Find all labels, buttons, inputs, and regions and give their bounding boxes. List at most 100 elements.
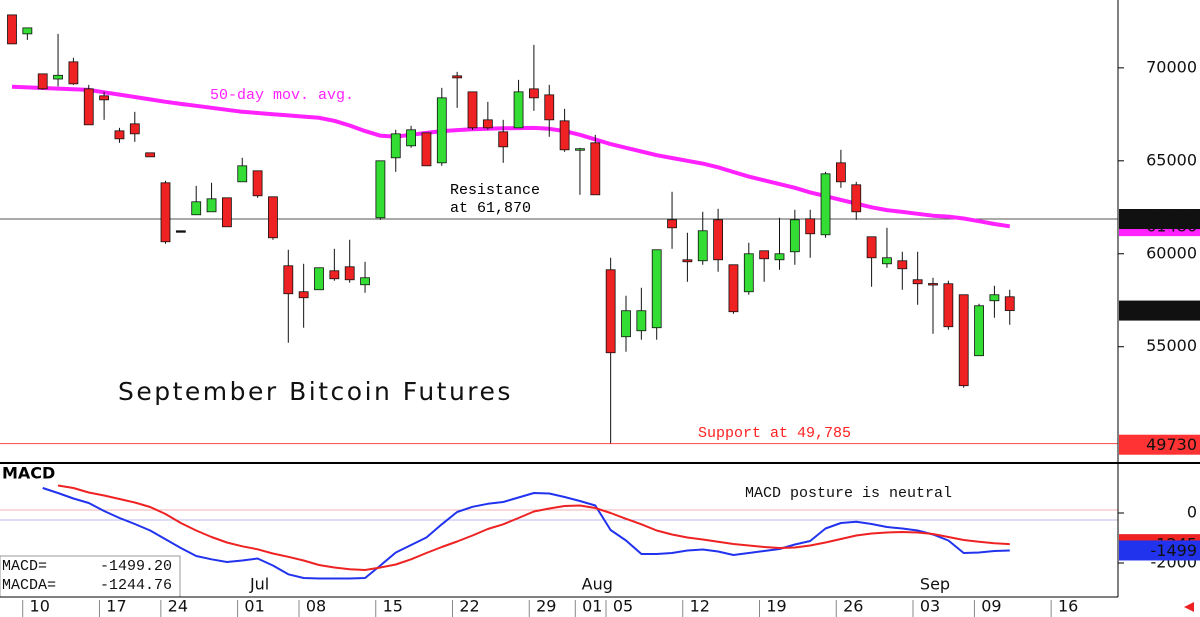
- x-tick-label: 22: [459, 597, 479, 616]
- macd-line: [42, 487, 1010, 580]
- candle-body: [943, 283, 954, 328]
- candle-body: [467, 91, 478, 129]
- candle-body: [191, 201, 202, 216]
- value-box: [1119, 300, 1200, 321]
- x-tick-label: 05: [613, 597, 633, 616]
- candle-body: [897, 260, 908, 270]
- candle-body: [68, 61, 79, 85]
- candle-body: [636, 310, 647, 332]
- candle-body: [928, 283, 938, 286]
- chart-title: September Bitcoin Futures: [118, 377, 513, 406]
- candle-body: [544, 94, 555, 121]
- y-tick-label: 65000: [1146, 150, 1197, 169]
- readout-name: MACD=: [2, 558, 47, 575]
- candle-body: [882, 257, 892, 265]
- candle-body: [314, 267, 324, 291]
- candle-body: [697, 230, 708, 262]
- value-box-label: 49730: [1146, 435, 1197, 454]
- candle-body: [621, 310, 631, 338]
- month-label: Sep: [920, 575, 950, 594]
- reference-label: at 61,870: [450, 200, 531, 217]
- candle-body: [421, 132, 432, 167]
- candle-body: [851, 184, 862, 213]
- y-tick-label: 60000: [1146, 243, 1197, 262]
- candle-body: [651, 249, 662, 329]
- value-box-label: -1499: [1151, 541, 1198, 560]
- candle-body: [53, 74, 63, 80]
- candle-body: [99, 95, 109, 101]
- candle-body: [7, 14, 17, 45]
- candle-body: [37, 73, 48, 90]
- x-tick-label: 01: [244, 597, 264, 616]
- candle-body: [406, 129, 417, 147]
- candle-body: [559, 120, 570, 151]
- x-tick-label: 12: [690, 597, 710, 616]
- x-tick-label: 03: [920, 597, 940, 616]
- candle-body: [283, 265, 294, 295]
- macd-annotation: MACD posture is neutral: [745, 485, 952, 502]
- candle-body: [605, 269, 616, 354]
- candle-body: [221, 197, 232, 228]
- candle-body: [789, 219, 800, 253]
- candle-body: [743, 253, 754, 293]
- x-tick-label: 29: [536, 597, 556, 616]
- candle-body: [836, 162, 846, 183]
- readout-value: -1499.20: [100, 558, 172, 575]
- candle-body: [498, 131, 509, 148]
- candle-body: [175, 230, 186, 233]
- candle-body: [436, 97, 447, 164]
- candle-body: [958, 294, 969, 387]
- y-tick-label: 55000: [1146, 336, 1197, 355]
- value-box: [1119, 540, 1200, 561]
- x-tick-label: 17: [106, 597, 126, 616]
- candle-body: [129, 123, 140, 135]
- candle-body: [298, 291, 309, 299]
- x-tick-label: 19: [766, 597, 786, 616]
- value-box: [1119, 434, 1200, 455]
- candle-body: [575, 148, 585, 151]
- x-tick-label: 09: [981, 597, 1001, 616]
- x-tick-label: 15: [383, 597, 403, 616]
- candle-body: [452, 75, 463, 79]
- candle-body: [974, 305, 984, 357]
- month-label: Jul: [249, 575, 269, 594]
- candle-body: [912, 279, 923, 285]
- candle-body: [728, 264, 739, 313]
- value-box-label: 56945: [1146, 301, 1197, 320]
- candle-body: [390, 133, 401, 159]
- candle-body: [22, 27, 33, 35]
- scroll-arrow: [1184, 602, 1194, 612]
- readout-value: -1244.76: [100, 577, 172, 594]
- candle-body: [252, 170, 263, 197]
- candle-body: [529, 88, 539, 99]
- candle-body: [667, 219, 677, 229]
- candle-body: [375, 160, 386, 219]
- candle-body: [1004, 296, 1015, 311]
- macd-title: MACD: [2, 464, 55, 483]
- candle-body: [713, 219, 723, 261]
- candle-body: [237, 165, 248, 183]
- candle-body: [820, 173, 831, 236]
- candle-body: [866, 236, 877, 259]
- moving-average: [11, 84, 1011, 229]
- x-tick-label: 24: [168, 597, 188, 616]
- macd-line: [57, 484, 1010, 571]
- candle-body: [145, 152, 156, 158]
- candle-body: [989, 294, 1000, 302]
- candle-body: [805, 218, 816, 235]
- candle-body: [360, 277, 370, 286]
- y-tick-label: 0: [1187, 503, 1197, 522]
- candle-body: [759, 250, 770, 260]
- reference-label: Support at 49,785: [698, 425, 851, 442]
- value-box: [1119, 209, 1200, 230]
- candle-body: [513, 91, 524, 129]
- reference-label: Resistance: [450, 182, 540, 199]
- x-tick-label: 01: [582, 597, 602, 616]
- y-tick-label: 70000: [1146, 57, 1197, 76]
- candle-body: [774, 253, 785, 261]
- x-tick-label: 26: [843, 597, 863, 616]
- candle-body: [590, 142, 601, 196]
- candle-body: [682, 259, 693, 263]
